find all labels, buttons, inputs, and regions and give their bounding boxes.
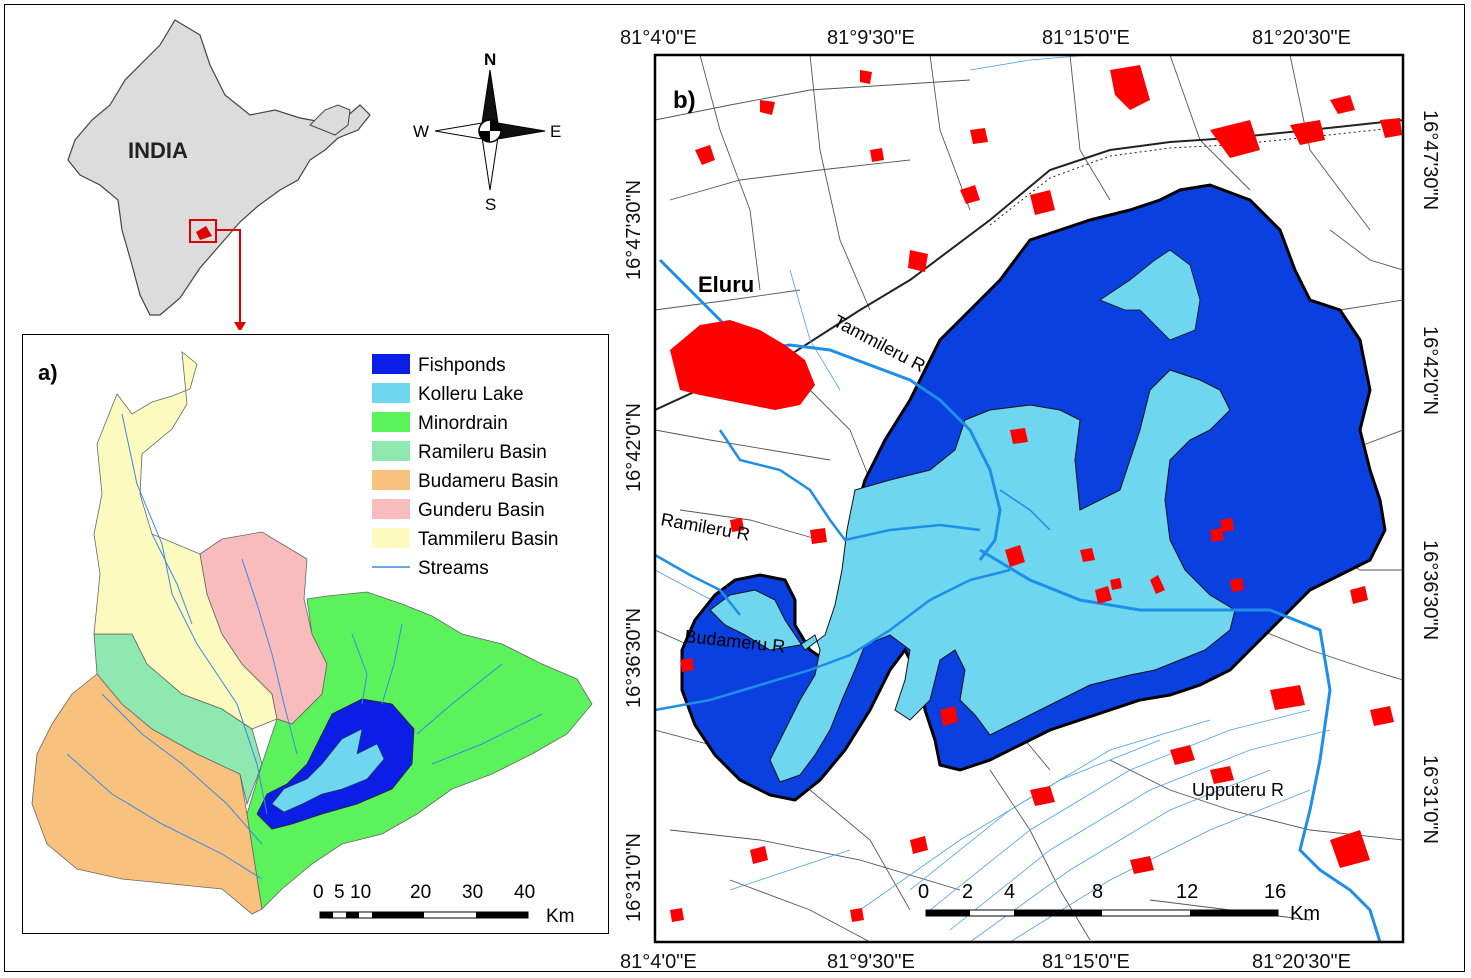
lat-left-4: 16°31'0"N [623, 833, 645, 922]
scale-a-tick-30: 30 [462, 882, 483, 903]
scale-b-tick-12: 12 [1176, 881, 1198, 903]
tammileru-basin [93, 351, 278, 730]
eluru-label: Eluru [698, 272, 754, 297]
legend-label-fishponds: Fishponds [418, 355, 506, 376]
compass-w: W [413, 122, 429, 141]
panel-a-frame [22, 334, 609, 934]
lat-right-4: 16°31'0"N [1419, 755, 1441, 844]
legend-swatch-minordrain [372, 412, 410, 432]
compass-n: N [484, 50, 496, 69]
north-arrow-compass: N S E W [413, 50, 561, 214]
kolleru-lake-area [271, 728, 385, 813]
locator-arrow [216, 229, 241, 325]
legend-swatch-fishponds [372, 354, 410, 374]
india-locator-map: INDIA [67, 19, 371, 330]
drain-lines [655, 55, 1331, 942]
scale-b-tick-8: 8 [1092, 881, 1103, 903]
kolleru-lake-north-lobe [1099, 249, 1201, 341]
settlements [670, 65, 1402, 922]
figure-frame [4, 4, 1465, 972]
legend-label-budameru-basin: Budameru Basin [418, 471, 558, 492]
streams [66, 413, 543, 880]
lon-bottom-1: 81°4'0"E [620, 951, 697, 973]
scale-a-tick-20: 20 [410, 882, 431, 903]
lon-bottom-3: 81°15'0"E [1042, 951, 1130, 973]
lat-left-2: 16°42'0"N [623, 403, 645, 492]
panel-a-basin-map: a) Fishponds Kolleru Lake Minordrain Ramile… [31, 351, 593, 927]
lat-right-2: 16°42'0"N [1419, 326, 1441, 415]
scale-b-tick-4: 4 [1004, 881, 1015, 903]
legend-label-gunderu-basin: Gunderu Basin [418, 500, 545, 521]
scale-a-tick-5: 5 [334, 882, 345, 903]
scale-b-tick-16: 16 [1264, 881, 1286, 903]
india-outline [67, 19, 371, 316]
minordrain-area [246, 591, 593, 910]
lat-right-1: 16°47'30"N [1419, 110, 1441, 210]
scale-b-unit: Km [1290, 903, 1320, 925]
panel-a-legend: Fishponds Kolleru Lake Minordrain Ramileru … [372, 354, 558, 579]
lon-bottom-2: 81°9'30"E [827, 951, 915, 973]
lon-top-3: 81°15'0"E [1042, 27, 1130, 49]
compass-s: S [485, 195, 496, 214]
lat-right-3: 16°36'30"N [1419, 540, 1441, 640]
scale-a-tick-0: 0 [313, 882, 324, 903]
legend-swatch-gunderu-basin [372, 499, 410, 519]
panel-a-scale-bar: 0 5 10 20 30 40 Km [313, 882, 575, 927]
india-label: INDIA [128, 138, 188, 163]
lon-top-4: 81°20'30"E [1252, 27, 1351, 49]
scale-b-tick-2: 2 [962, 881, 973, 903]
eluru-urban-area [670, 320, 815, 410]
lat-left-1: 16°47'30"N [623, 180, 645, 280]
scale-b-tick-0: 0 [918, 881, 929, 903]
legend-swatch-tammileru-basin [372, 528, 410, 548]
panel-b-label: b) [673, 87, 696, 114]
scale-a-tick-40: 40 [514, 882, 535, 903]
lon-bottom-4: 81°20'30"E [1252, 951, 1351, 973]
legend-label-tammileru-basin: Tammileru Basin [418, 529, 558, 550]
lon-top-1: 81°4'0"E [620, 27, 697, 49]
panel-b-scale-bar: 0 2 4 8 12 16 Km [918, 881, 1320, 925]
scale-a-tick-10: 10 [350, 882, 371, 903]
lon-top-2: 81°9'30"E [827, 27, 915, 49]
legend-swatch-kolleru-lake [372, 383, 410, 403]
legend-swatch-budameru-basin [372, 470, 410, 490]
lat-left-3: 16°36'30"N [623, 608, 645, 708]
legend-label-kolleru-lake: Kolleru Lake [418, 384, 524, 405]
kolleru-lake-b [709, 369, 1236, 783]
legend-swatch-ramileru-basin [372, 441, 410, 461]
map-neatline [653, 53, 1405, 944]
panel-b-lake-map: 81°4'0"E 81°9'30"E 81°15'0"E 81°20'30"E … [620, 27, 1441, 973]
panel-a-label: a) [38, 360, 58, 385]
legend-label-ramileru-basin: Ramileru Basin [418, 442, 547, 463]
upputeru-river-label: Upputeru R [1192, 780, 1284, 800]
scale-a-unit: Km [546, 906, 575, 927]
legend-label-streams: Streams [418, 558, 489, 579]
compass-e: E [550, 122, 561, 141]
legend-label-minordrain: Minordrain [418, 413, 508, 434]
